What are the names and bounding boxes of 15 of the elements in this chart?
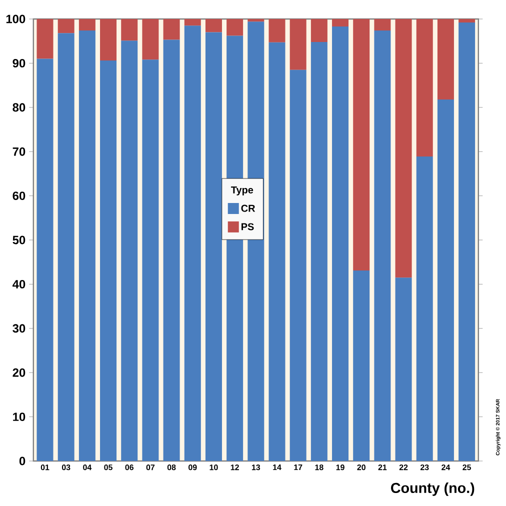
x-axis-title: County (no.) bbox=[391, 482, 474, 496]
y-tick-label: 90 bbox=[12, 58, 26, 68]
y-tick-label: 10 bbox=[13, 412, 26, 422]
y-tick-label: 80 bbox=[12, 103, 26, 112]
legend-label: CR bbox=[241, 204, 256, 212]
y-tick-label: 60 bbox=[12, 192, 26, 200]
y-tick-label: 30 bbox=[12, 324, 26, 333]
legend-label: PS bbox=[242, 223, 254, 230]
y-tick-label: 50 bbox=[12, 236, 26, 244]
y-tick-label: 0 bbox=[19, 456, 26, 466]
y-tick-label: 20 bbox=[12, 368, 26, 377]
y-tick-label: 100 bbox=[6, 14, 26, 24]
y-tick-label: 70 bbox=[12, 147, 26, 156]
y-tick-label: 40 bbox=[12, 280, 26, 288]
legend-title: Type bbox=[231, 186, 254, 196]
